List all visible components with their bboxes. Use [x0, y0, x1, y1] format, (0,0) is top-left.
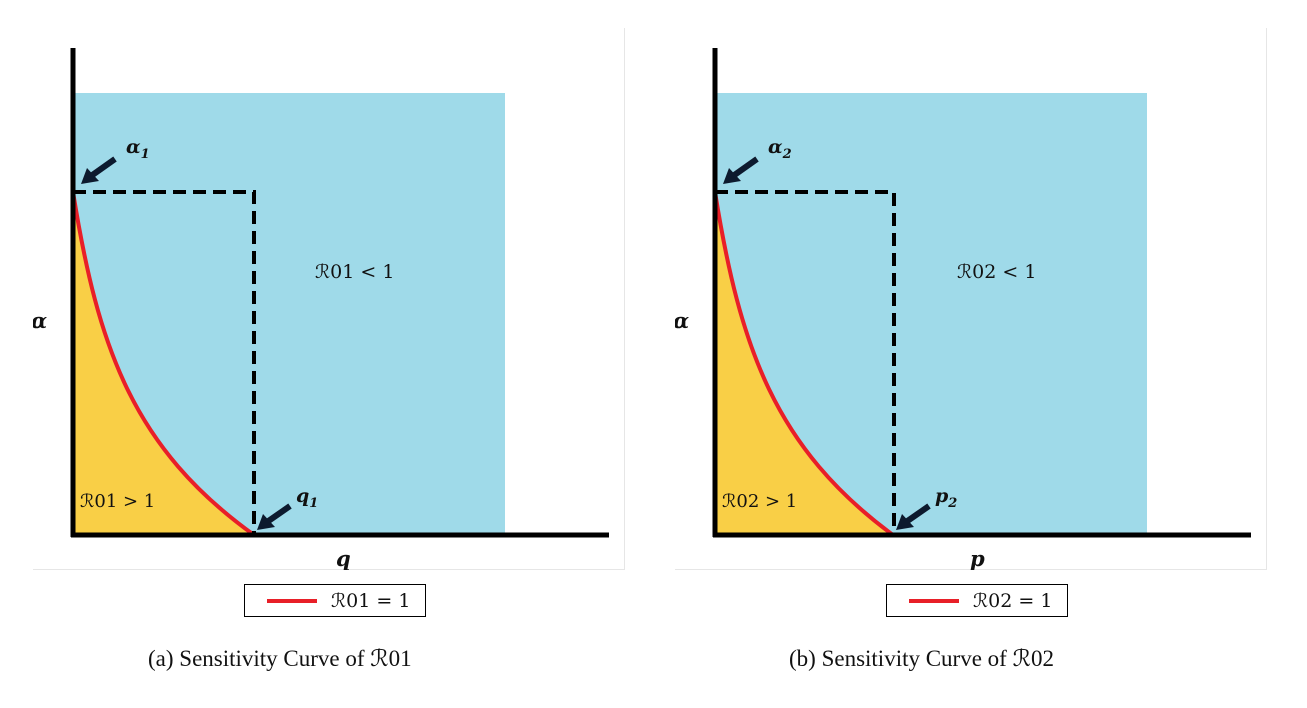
y-axis-label: α [675, 308, 689, 333]
panel-frame [33, 28, 625, 570]
x-axis-label: q [336, 546, 351, 570]
arrow-icon [723, 156, 759, 184]
region-below-label: ℛ01 > 1 [80, 491, 155, 512]
legend-swatch [267, 598, 317, 603]
legend-label: ℛ01 = 1 [331, 589, 411, 612]
sensitivity-curve [713, 191, 895, 537]
threshold-dashed-box [73, 190, 256, 535]
region-below-fill [715, 192, 893, 535]
x-axis-label: p [970, 546, 985, 570]
arrow-icon [81, 156, 117, 184]
caption-a: (a) Sensitivity Curve of ℛ01 [148, 646, 412, 671]
x-intercept-label: p2 [935, 485, 957, 511]
panel-b: α2 p2 α p ℛ02 < 1 ℛ02 > 1 [675, 28, 1267, 570]
sensitivity-diagram-a: α1 q1 α q ℛ01 < 1 ℛ01 > 1 [33, 48, 609, 570]
arrow-icon [896, 503, 931, 530]
legend-a: ℛ01 = 1 [244, 584, 426, 617]
threshold-dashed-box [715, 190, 896, 535]
sensitivity-diagram-b: α2 p2 α p ℛ02 < 1 ℛ02 > 1 [675, 48, 1251, 570]
region-above-label: ℛ01 < 1 [315, 261, 394, 283]
region-below-fill [73, 192, 254, 535]
y-axis-label: α [33, 308, 47, 333]
sensitivity-curve [71, 191, 256, 537]
y-intercept-label: α2 [768, 136, 792, 162]
panel-frame [675, 28, 1267, 570]
region-below-label: ℛ02 > 1 [722, 491, 797, 512]
arrow-icon [257, 503, 292, 530]
legend-b: ℛ02 = 1 [886, 584, 1068, 617]
legend-swatch [909, 598, 959, 603]
caption-b: (b) Sensitivity Curve of ℛ02 [789, 646, 1054, 671]
legend-label: ℛ02 = 1 [973, 589, 1053, 612]
y-intercept-label: α1 [126, 136, 150, 162]
panel-a: α1 q1 α q ℛ01 < 1 ℛ01 > 1 [33, 28, 625, 570]
x-intercept-label: q1 [296, 485, 318, 511]
region-above-label: ℛ02 < 1 [957, 261, 1036, 283]
